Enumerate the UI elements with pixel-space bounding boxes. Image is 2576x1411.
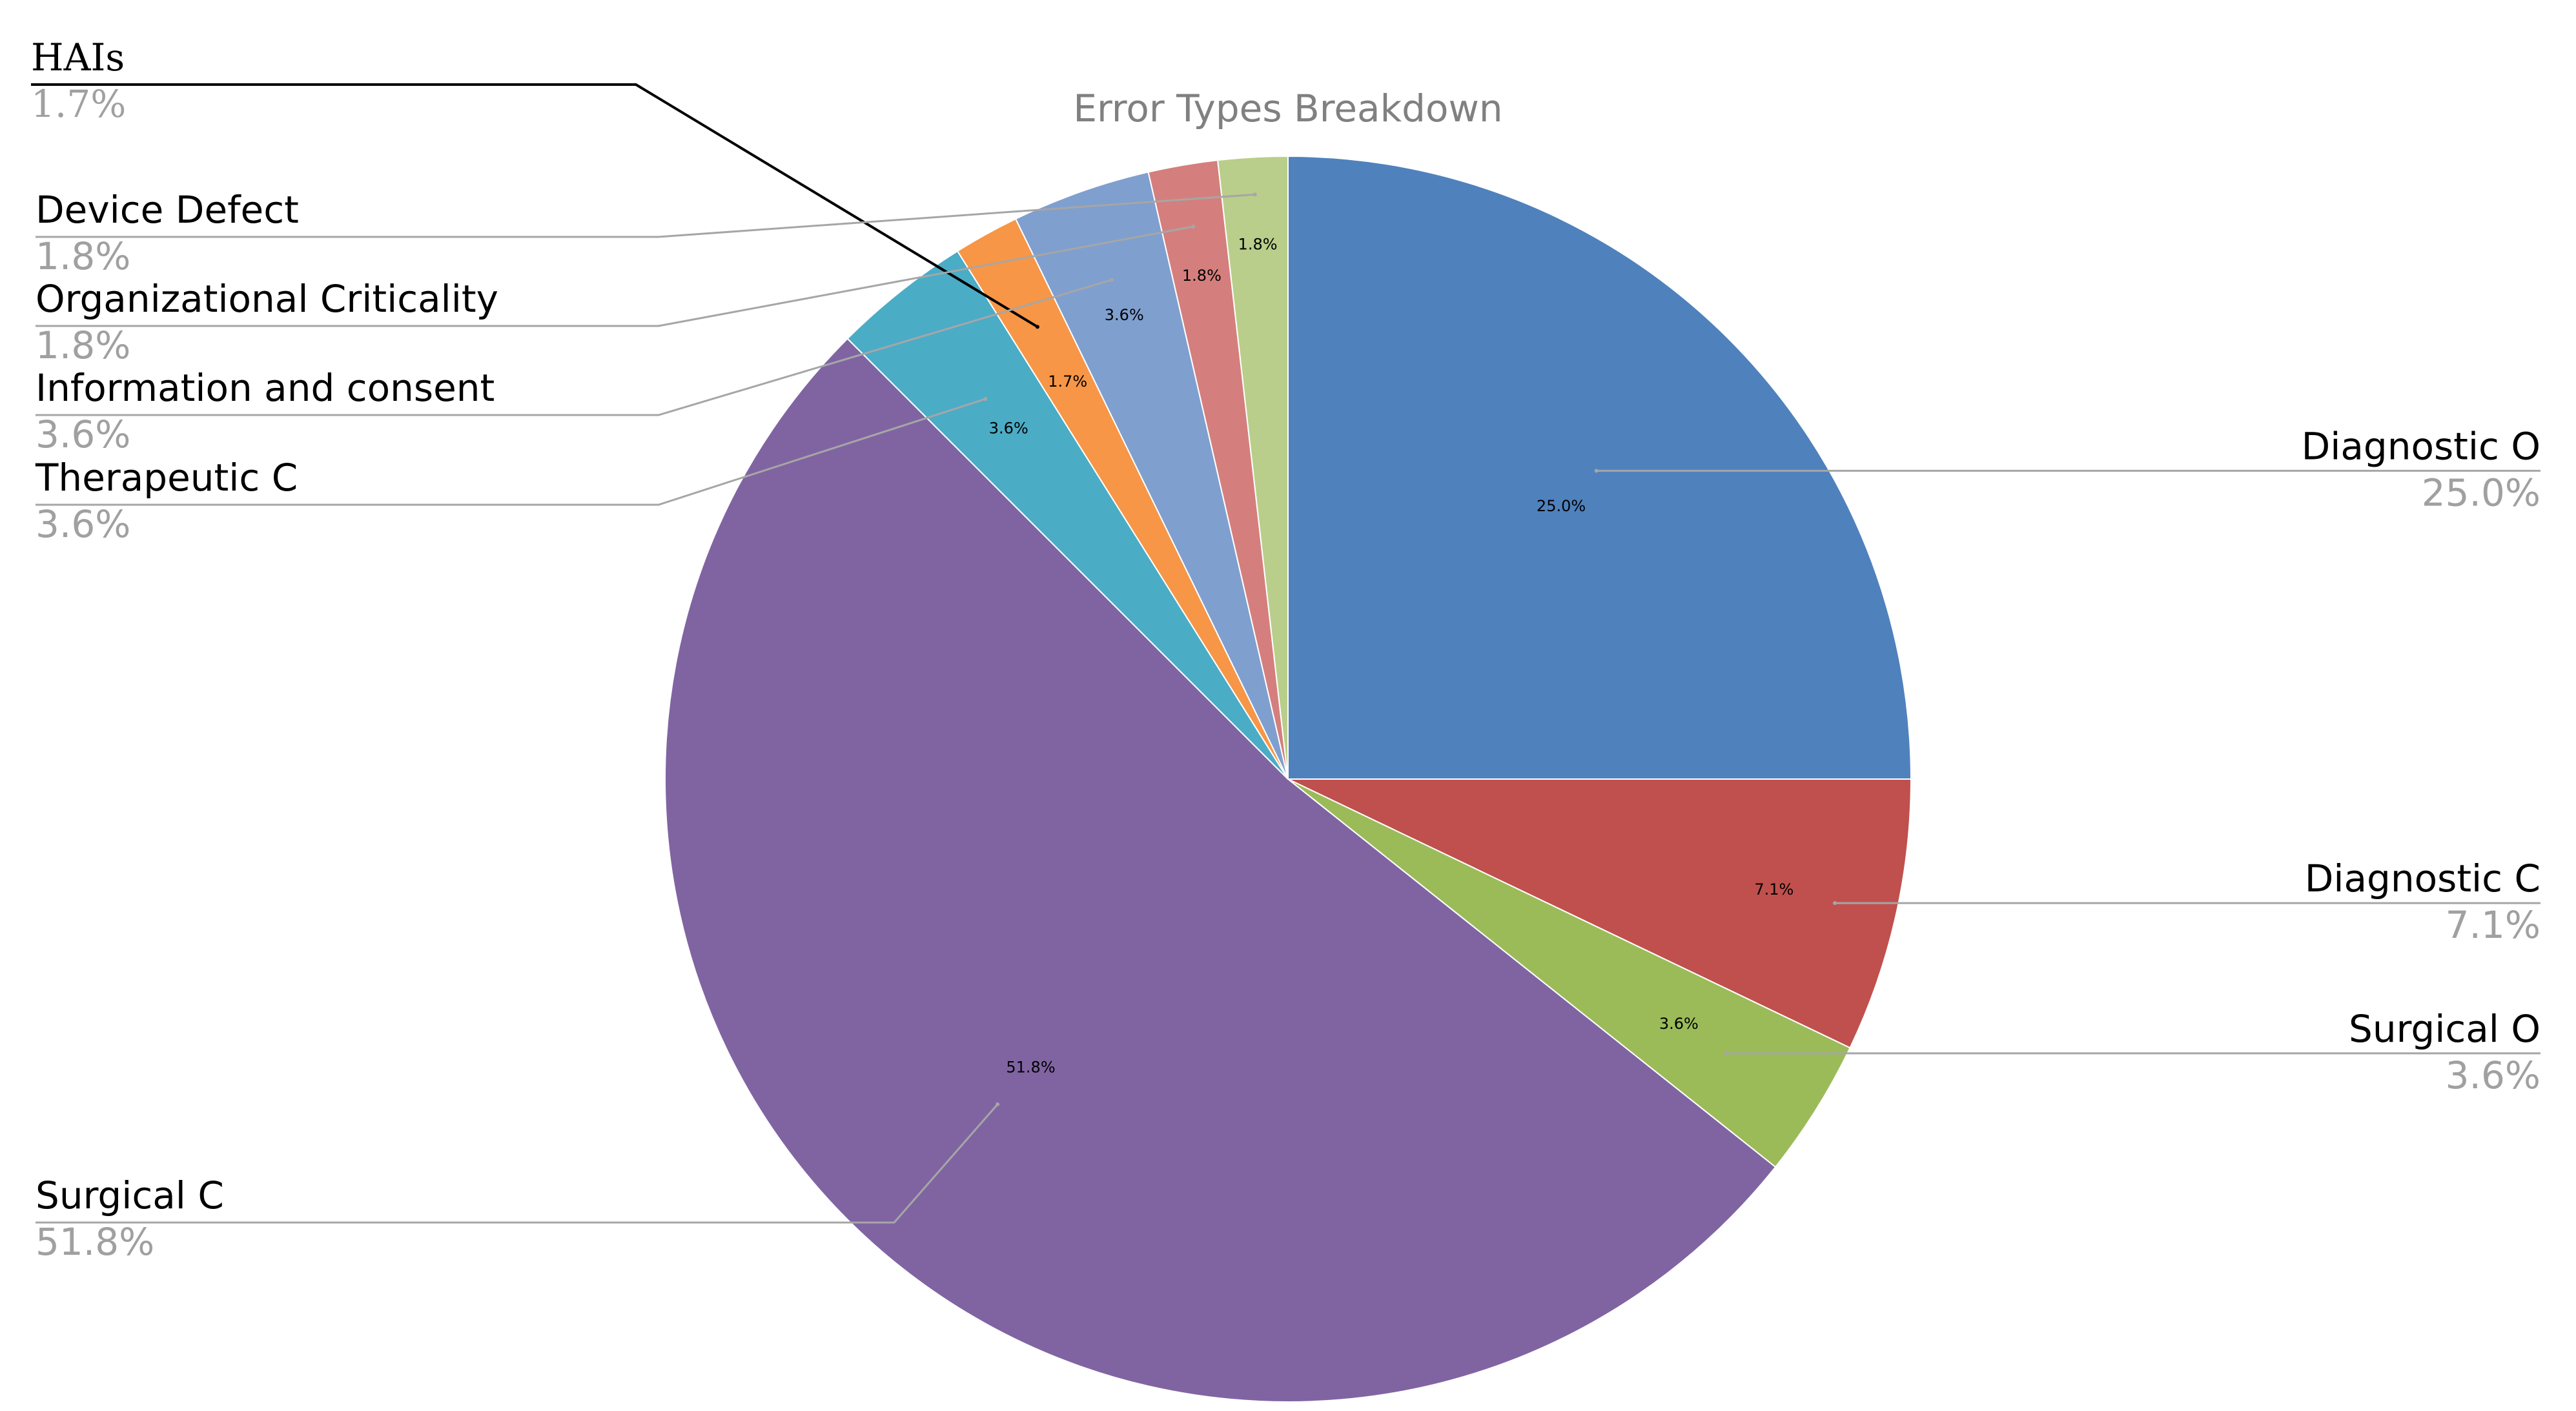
outer-name-diagnostic-c: Diagnostic C [2305,857,2540,900]
inner-data-labels: 25.0% 7.1% 3.6% 51.8% 3.6% 1.7% 3.6% 1.8% 1.8% [989,235,1794,1076]
slice-device-defect [1216,155,1289,780]
outer-pct-organizational-criticality: 1.8% [36,323,130,367]
chart-title: Error Types Breakdown [1073,86,1502,130]
slice-therapeutic-c [846,250,1289,780]
leader-dot-hais [1035,325,1039,329]
inner-label-diagnostic-o: 25.0% [1537,497,1586,515]
leader-lines [31,83,2540,1224]
slice-information-and-consent [1014,171,1289,780]
leader-dot-diagnostic-o [1594,469,1599,473]
slice-surgical-o [1287,778,1851,1168]
inner-label-surgical-o: 3.6% [1659,1015,1699,1033]
slice-diagnostic-c [1287,778,1912,1049]
outer-name-surgical-o: Surgical O [2349,1007,2540,1051]
outer-name-organizational-criticality: Organizational Criticality [36,277,498,321]
inner-label-surgical-c: 51.8% [1006,1058,1055,1076]
outer-name-surgical-c: Surgical C [36,1173,224,1217]
inner-label-device-defect: 1.8% [1238,235,1278,253]
outer-name-hais: HAIs [31,36,125,79]
leader-line-device-defect [36,193,1255,238]
outer-pct-device-defect: 1.8% [36,234,130,278]
leader-dot-surgical-o [1724,1051,1728,1055]
inner-label-therapeutic-c: 3.6% [989,419,1028,437]
leader-dot-therapeutic-c [983,397,988,401]
outer-pct-diagnostic-c: 7.1% [2446,903,2540,947]
leader-line-information-and-consent [36,279,1112,416]
leader-line-hais [31,83,1038,329]
outer-pct-diagnostic-o: 25.0% [2422,471,2540,514]
leader-line-organizational-criticality [36,225,1194,327]
inner-label-diagnostic-c: 7.1% [1754,880,1794,898]
inner-label-organizational-criticality: 1.8% [1182,267,1222,285]
pie-slices [664,155,1912,1403]
outer-name-diagnostic-o: Diagnostic O [2302,424,2540,468]
outer-pct-surgical-c: 51.8% [36,1220,154,1264]
leader-dot-information-and-consent [1110,278,1114,282]
outer-data-labels: Diagnostic O25.0%Diagnostic C7.1%Surgica… [31,36,2540,1264]
outer-name-therapeutic-c: Therapeutic C [35,456,298,500]
outer-pct-surgical-o: 3.6% [2446,1053,2540,1097]
outer-pct-therapeutic-c: 3.6% [36,502,130,546]
outer-name-device-defect: Device Defect [36,188,299,232]
outer-pct-information-and-consent: 3.6% [36,412,130,456]
leader-line-surgical-c [36,1103,999,1224]
leader-dot-surgical-c [996,1102,1000,1106]
leader-dot-device-defect [1252,192,1257,197]
slice-diagnostic-o [1287,155,1912,780]
inner-label-information-and-consent: 3.6% [1105,306,1144,324]
leader-line-therapeutic-c [36,398,986,506]
slice-surgical-c [664,338,1777,1403]
inner-label-hais: 1.7% [1048,372,1087,391]
leader-dot-diagnostic-c [1832,901,1837,906]
outer-name-information-and-consent: Information and consent [36,366,495,410]
outer-pct-hais: 1.7% [31,82,126,126]
leader-dot-organizational-criticality [1191,224,1196,228]
